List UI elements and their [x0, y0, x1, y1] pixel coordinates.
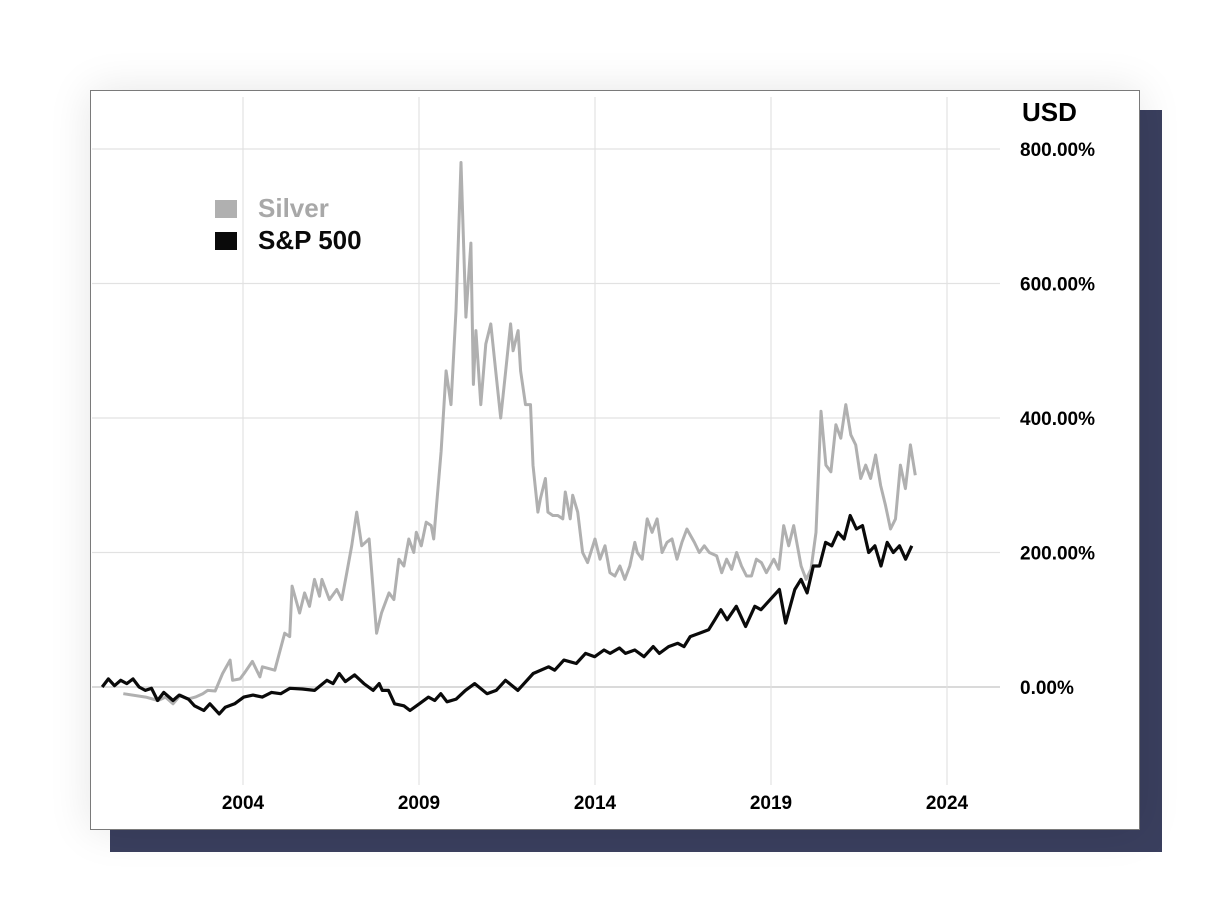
- legend: Silver S&P 500: [215, 193, 362, 255]
- y-tick-label: 200.00%: [1020, 544, 1095, 565]
- series-layer: [100, 161, 917, 716]
- y-tick-label: 800.00%: [1020, 140, 1095, 161]
- legend-swatch-silver: [215, 200, 237, 218]
- legend-label-silver: Silver: [258, 193, 329, 223]
- chart-card: [90, 90, 1140, 830]
- series-line-silver: [123, 161, 917, 706]
- tick-labels: 0.00% 200.00% 400.00% 600.00% 800.00% 2004 200…: [222, 140, 1095, 814]
- y-tick-label: 400.00%: [1020, 409, 1095, 430]
- x-tick-label: 2014: [574, 793, 617, 814]
- x-tick-label: 2004: [222, 793, 265, 814]
- series-line-sp500: [100, 513, 914, 716]
- legend-swatch-sp500: [215, 232, 237, 250]
- x-tick-label: 2024: [926, 793, 969, 814]
- unit-label: USD: [1022, 97, 1077, 127]
- x-tick-label: 2009: [398, 793, 440, 814]
- y-tick-label: 0.00%: [1020, 678, 1074, 699]
- legend-label-sp500: S&P 500: [258, 225, 362, 255]
- y-tick-label: 600.00%: [1020, 275, 1095, 296]
- x-tick-label: 2019: [750, 793, 792, 814]
